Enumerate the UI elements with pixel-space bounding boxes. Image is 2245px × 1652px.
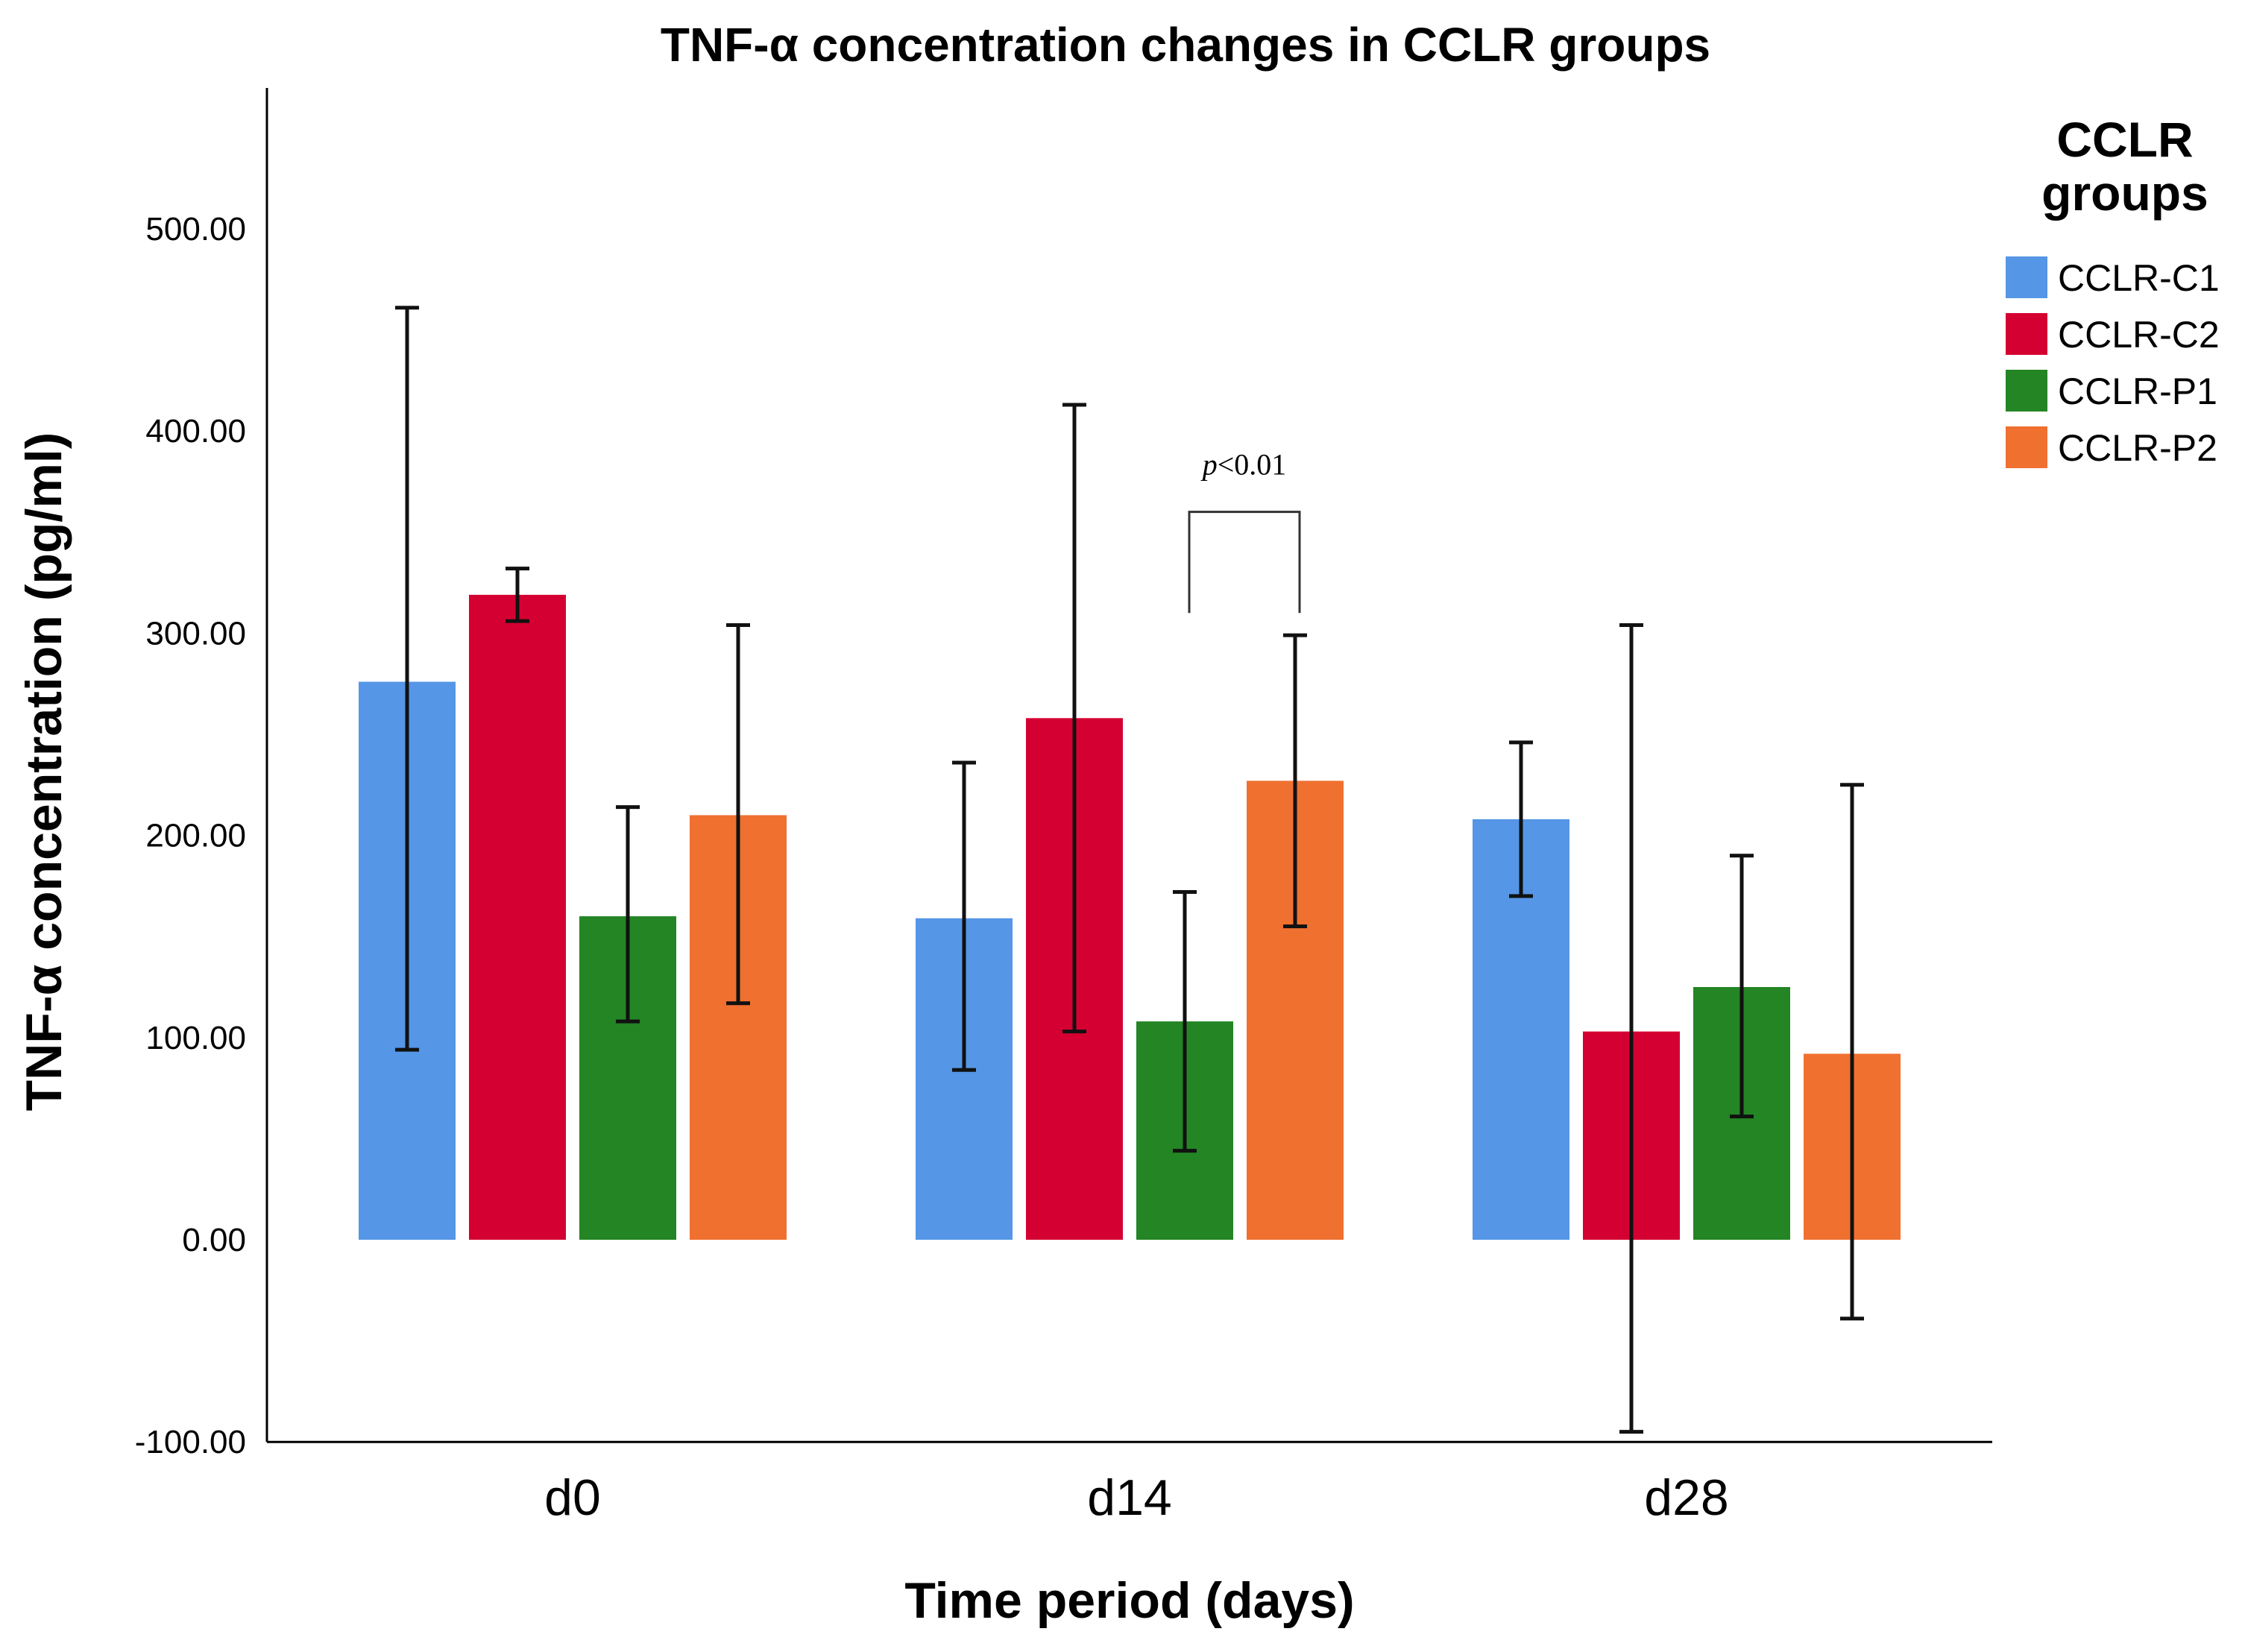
error-bar xyxy=(1062,403,1086,1034)
x-axis-title: Time period (days) xyxy=(904,1572,1354,1629)
legend-swatch xyxy=(2006,370,2047,412)
legend-item: CCLR-C1 xyxy=(2006,256,2220,299)
error-bar xyxy=(1840,783,1864,1321)
y-tick-label: -100.00 xyxy=(135,1424,246,1460)
error-bar xyxy=(1619,623,1643,1434)
y-tick-label: 100.00 xyxy=(145,1020,246,1056)
error-bar xyxy=(395,306,419,1052)
error-bar xyxy=(1730,854,1754,1119)
significance-label: p<0.01 xyxy=(1200,448,1287,482)
bracket-line xyxy=(1188,511,1301,614)
error-bar xyxy=(506,567,529,623)
y-tick-label: 0.00 xyxy=(182,1222,246,1258)
y-tick-label: 200.00 xyxy=(145,818,246,854)
legend-title: CCLR xyxy=(2056,112,2193,167)
error-bar xyxy=(1283,633,1307,929)
x-tick-label: d28 xyxy=(1644,1469,1728,1526)
chart-title: TNF-α concentration changes in CCLR grou… xyxy=(661,18,1710,72)
legend-item: CCLR-C2 xyxy=(2006,313,2220,356)
error-bar xyxy=(952,760,976,1072)
y-axis-title: TNF-α concentration (pg/ml) xyxy=(16,432,72,1112)
y-tick-label: 500.00 xyxy=(145,211,246,248)
legend-swatch xyxy=(2006,256,2047,298)
y-tick-label: 400.00 xyxy=(145,413,246,450)
error-bar xyxy=(1173,890,1197,1153)
x-tick-label: d14 xyxy=(1087,1469,1171,1526)
significance-bracket: p<0.01 xyxy=(1188,448,1301,614)
x-tick-label: d0 xyxy=(544,1469,601,1526)
legend-label: CCLR-C2 xyxy=(2058,314,2220,356)
error-bar xyxy=(1509,740,1533,898)
legend-swatch xyxy=(2006,426,2047,468)
y-tick-label: 300.00 xyxy=(145,615,246,652)
legend-swatch xyxy=(2006,313,2047,355)
legend-label: CCLR-P1 xyxy=(2058,371,2217,412)
bar xyxy=(469,594,566,1240)
error-bar xyxy=(726,623,750,1006)
legend-item: CCLR-P1 xyxy=(2006,370,2217,412)
legend-label: CCLR-P2 xyxy=(2058,427,2217,469)
error-bar xyxy=(616,805,640,1024)
legend-title: groups xyxy=(2041,165,2208,221)
legend-label: CCLR-C1 xyxy=(2058,257,2220,299)
legend-item: CCLR-P2 xyxy=(2006,426,2217,469)
plot-area: -100.00 0.00 100.00 200.00 300.00 400.00 500.0… xyxy=(135,88,1992,1526)
